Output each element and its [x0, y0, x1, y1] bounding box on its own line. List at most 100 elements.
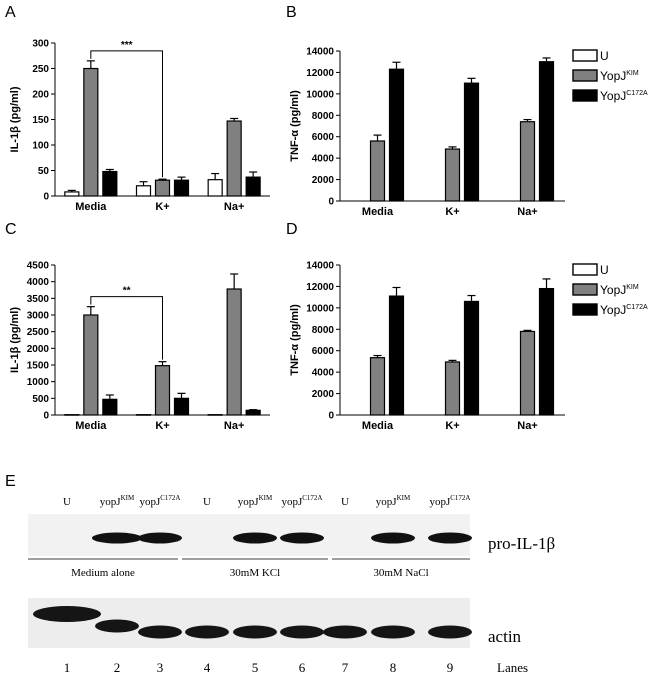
- significance-label: ***: [121, 40, 133, 51]
- x-tick-label: Media: [362, 206, 394, 218]
- bar-yopjkim: [83, 67, 99, 197]
- pro-il1b-band: [233, 532, 277, 544]
- x-tick-label: Media: [75, 420, 107, 432]
- lane-number: 7: [342, 660, 349, 675]
- y-tick-label: 6000: [312, 132, 335, 143]
- actin-band: [33, 606, 101, 622]
- bar-yopjkim: [444, 361, 461, 416]
- lane-number: 1: [64, 660, 71, 675]
- panel-letter: B: [286, 4, 297, 21]
- y-tick-label: 4500: [27, 261, 50, 272]
- panel-a: A 0 50 100 150 200 250 300 IL-1β (pg/ml) Media K+ N…: [5, 4, 270, 213]
- pro-il1b-band: [371, 532, 415, 544]
- group-label: 30mM KCl: [230, 567, 280, 579]
- bar-yopjc172a: [538, 61, 555, 202]
- y-tick-label: 12000: [306, 282, 334, 293]
- legend-label: YopJKIM: [600, 283, 639, 297]
- bar-yopjc172a: [463, 300, 480, 416]
- y-tick-label: 4000: [312, 154, 335, 165]
- y-tick-label: 50: [38, 166, 50, 177]
- panel-letter: D: [286, 221, 298, 238]
- bar-yopjc172a: [245, 176, 261, 197]
- y-tick-label: 3500: [27, 294, 50, 305]
- bar-yopjc172a: [388, 295, 405, 416]
- blot-background: [28, 598, 470, 648]
- actin-band: [371, 625, 415, 639]
- y-axis-label: IL-1β (pg/ml): [9, 307, 21, 373]
- bar-yopjkim: [83, 314, 99, 416]
- y-tick-label: 10000: [306, 303, 334, 314]
- panel-letter: A: [5, 4, 16, 21]
- y-tick-label: 500: [32, 394, 49, 405]
- y-tick-label: 4000: [312, 368, 335, 379]
- lane-header: U: [341, 496, 349, 508]
- bar-yopjc172a: [102, 398, 118, 416]
- y-tick-label: 10000: [306, 89, 334, 100]
- panel-b: B 0 2000 4000 6000 8000 10000 12000 14000 TNF-α (…: [286, 4, 648, 218]
- bar-yopjkim: [226, 288, 242, 416]
- actin-label: actin: [488, 627, 522, 646]
- x-tick-label: K+: [445, 420, 459, 432]
- y-tick-label: 300: [32, 39, 49, 50]
- pro-il1b-band: [428, 532, 472, 544]
- x-tick-label: Na+: [517, 420, 538, 432]
- lane-header: yopJKIM: [238, 494, 273, 508]
- bar-yopjc172a: [388, 68, 405, 202]
- y-tick-label: 150: [32, 115, 49, 126]
- lane-header: yopJC172A: [281, 494, 322, 508]
- bar-u: [64, 191, 80, 197]
- bar-yopjkim: [369, 357, 386, 416]
- y-tick-label: 100: [32, 141, 49, 152]
- pro-il1b-band: [280, 532, 324, 544]
- significance-bracket: [90, 296, 163, 360]
- bar-yopjkim: [154, 365, 171, 416]
- y-tick-label: 1500: [27, 361, 50, 372]
- lane-header: yopJC172A: [139, 494, 180, 508]
- bar-yopjkim: [519, 330, 536, 416]
- y-axis-label: TNF-α (pg/ml): [289, 90, 301, 162]
- x-tick-label: Na+: [224, 420, 245, 432]
- y-tick-label: 0: [43, 192, 49, 203]
- y-axis-label: TNF-α (pg/ml): [289, 304, 301, 376]
- lane-number: 2: [114, 660, 121, 675]
- bar-yopjc172a: [463, 82, 480, 202]
- lane-number: 6: [299, 660, 306, 675]
- x-tick-label: Media: [362, 420, 394, 432]
- bar-yopjc172a: [538, 287, 555, 416]
- y-tick-label: 200: [32, 90, 49, 101]
- legend-swatch: [572, 263, 598, 276]
- bar-yopjc172a: [173, 397, 190, 416]
- legend-label: YopJC172A: [600, 303, 648, 317]
- actin-band: [280, 625, 324, 639]
- x-tick-label: Na+: [517, 206, 538, 218]
- panel-d: D 0 2000 4000 6000 8000 10000 12000 14000 TNF-α (…: [286, 221, 648, 432]
- legend-swatch: [572, 69, 598, 82]
- actin-band: [138, 625, 182, 639]
- y-tick-label: 2000: [312, 175, 335, 186]
- actin-band: [233, 625, 277, 639]
- y-tick-label: 6000: [312, 346, 335, 357]
- lane-number: 9: [447, 660, 454, 675]
- bar-yopjkim: [519, 121, 536, 202]
- y-tick-label: 8000: [312, 325, 335, 336]
- bar-yopjkim: [154, 179, 171, 197]
- y-tick-label: 0: [43, 411, 49, 422]
- actin-band: [95, 619, 139, 633]
- x-tick-label: Media: [75, 201, 107, 213]
- y-tick-label: 12000: [306, 68, 334, 79]
- legend-label: U: [600, 263, 609, 277]
- lane-header: U: [63, 496, 71, 508]
- legend-swatch: [572, 283, 598, 296]
- y-tick-label: 3000: [27, 311, 50, 322]
- legend-label: YopJC172A: [600, 89, 648, 103]
- group-label: Medium alone: [71, 567, 135, 579]
- lane-number: 8: [390, 660, 397, 675]
- lanes-label: Lanes: [497, 660, 528, 675]
- y-axis-label: IL-1β (pg/ml): [9, 86, 21, 152]
- y-tick-label: 14000: [306, 47, 334, 58]
- actin-band: [185, 625, 229, 639]
- y-tick-label: 250: [32, 64, 49, 75]
- lane-header: yopJKIM: [100, 494, 135, 508]
- bar-u: [135, 185, 152, 197]
